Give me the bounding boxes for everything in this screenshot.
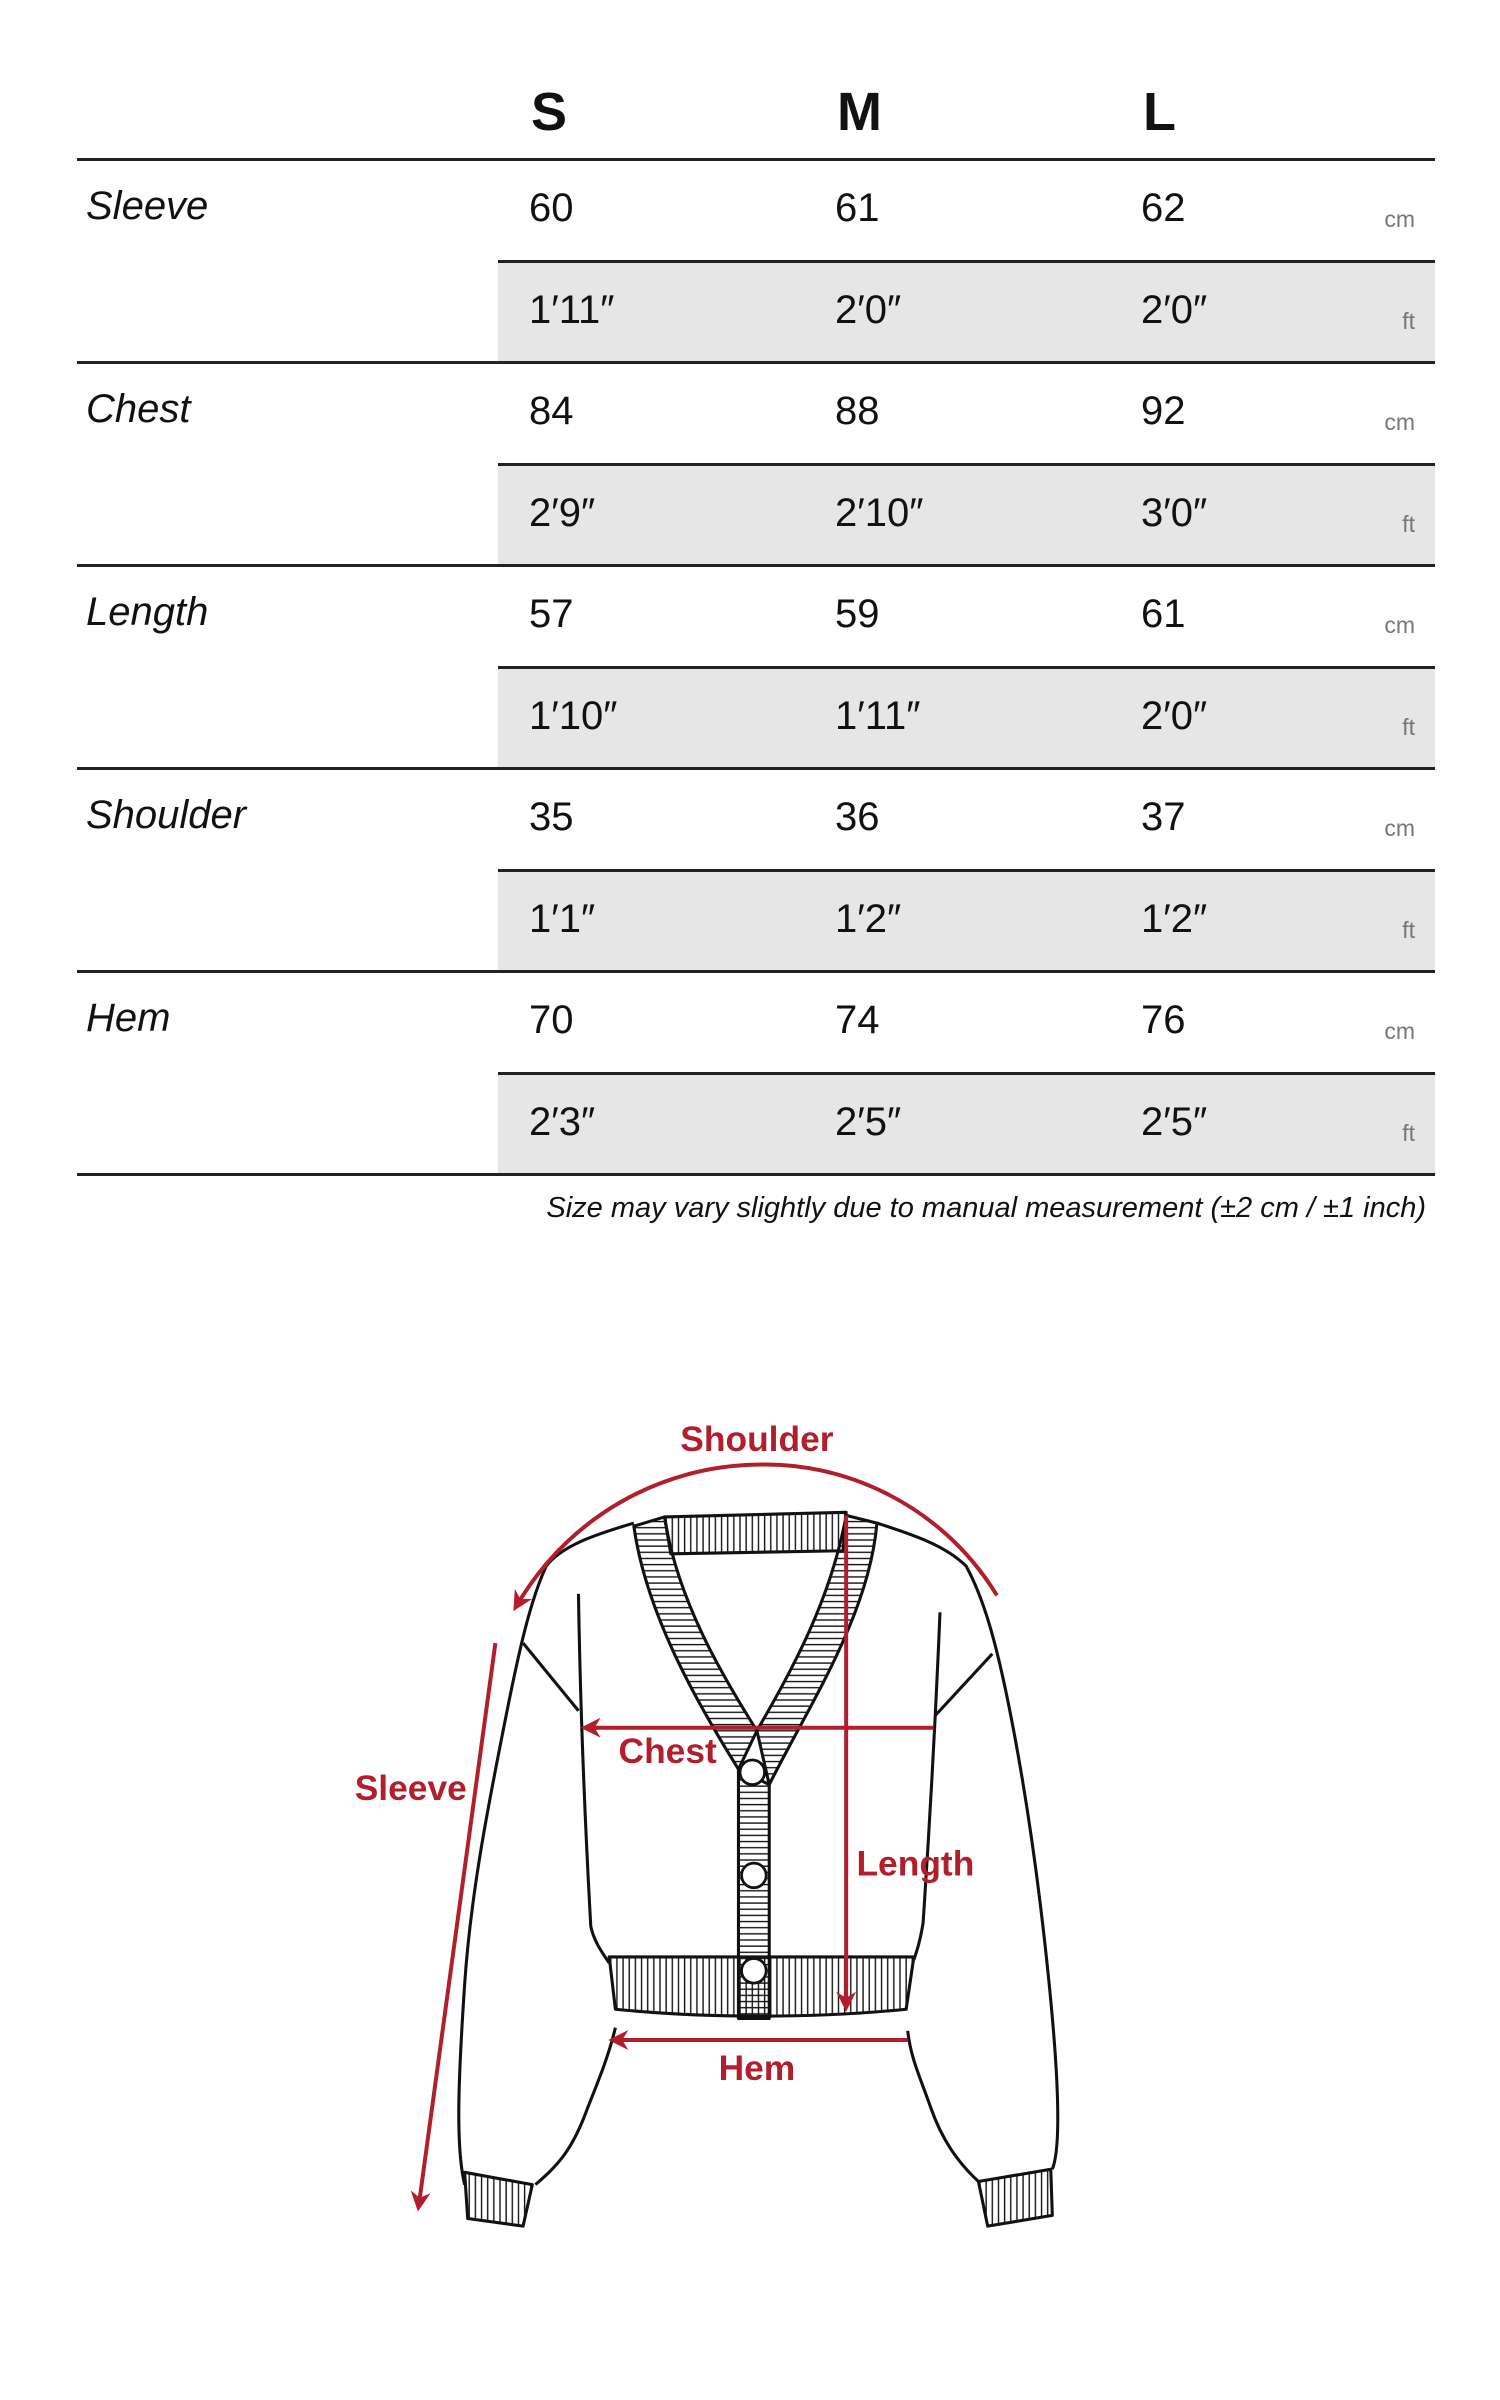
- row-divider: [77, 767, 1435, 770]
- button-icon: [738, 1758, 767, 1786]
- imperial-row-background: [498, 261, 1435, 361]
- ft-value: 2′3″: [529, 1099, 596, 1144]
- ft-value: 1′1″: [529, 896, 596, 941]
- sub-row-divider: [498, 665, 1435, 669]
- button-icon: [740, 1957, 768, 1985]
- measurement-label-shoulder: Shoulder: [86, 793, 247, 837]
- sub-row-divider: [498, 1071, 1435, 1075]
- ft-value: 2′0″: [835, 287, 902, 332]
- ft-value: 2′9″: [529, 490, 596, 535]
- row-divider: [77, 970, 1435, 973]
- row-divider: [77, 564, 1435, 567]
- cm-value: 36: [835, 795, 880, 839]
- unit-ft: ft: [1402, 1119, 1415, 1146]
- cm-value: 60: [529, 186, 574, 230]
- table-bottom-divider: [77, 1173, 1435, 1176]
- unit-cm: cm: [1384, 815, 1415, 841]
- unit-cm: cm: [1384, 612, 1415, 638]
- cm-value: 84: [529, 389, 574, 433]
- cm-value: 35: [529, 795, 574, 839]
- cm-value: 92: [1141, 389, 1186, 433]
- imperial-row-background: [498, 464, 1435, 564]
- measurement-label-sleeve: Sleeve: [86, 184, 209, 228]
- sub-row-divider: [498, 462, 1435, 466]
- shoulder-arrow: [513, 1462, 999, 1612]
- ft-value: 1′2″: [1141, 896, 1208, 941]
- cm-value: 37: [1141, 795, 1186, 839]
- buttons: [738, 1758, 768, 1985]
- chest-label: Chest: [619, 1732, 718, 1771]
- unit-cm: cm: [1384, 206, 1415, 232]
- cm-value: 57: [529, 592, 574, 636]
- measurement-label-length: Length: [86, 590, 209, 634]
- unit-cm: cm: [1384, 1018, 1415, 1044]
- cm-value: 76: [1141, 998, 1186, 1042]
- button-icon: [740, 1861, 768, 1890]
- ft-value: 1′11″: [529, 287, 615, 332]
- shoulder-label: Shoulder: [680, 1420, 834, 1459]
- ft-value: 2′0″: [1141, 693, 1208, 738]
- cm-value: 59: [835, 592, 880, 636]
- length-label: Length: [856, 1844, 974, 1883]
- cm-value: 88: [835, 389, 880, 433]
- ft-value: 1′2″: [835, 896, 902, 941]
- hem-label: Hem: [719, 2049, 796, 2088]
- ft-value: 2′5″: [1141, 1099, 1208, 1144]
- cm-value: 70: [529, 998, 574, 1042]
- cardigan-outline: [457, 1510, 1060, 2228]
- imperial-row-background: [498, 1073, 1435, 1173]
- ft-value: 2′5″: [835, 1099, 902, 1144]
- unit-ft: ft: [1402, 713, 1415, 740]
- measurement-label-hem: Hem: [86, 996, 171, 1040]
- ft-value: 2′0″: [1141, 287, 1208, 332]
- unit-ft: ft: [1402, 916, 1415, 943]
- sleeve-label: Sleeve: [355, 1769, 467, 1808]
- cm-value: 61: [1141, 592, 1186, 636]
- ft-value: 2′10″: [835, 490, 924, 535]
- sub-row-divider: [498, 868, 1435, 872]
- cm-value: 61: [835, 186, 880, 230]
- row-divider: [77, 158, 1435, 161]
- cm-value: 74: [835, 998, 880, 1042]
- size-header-s: S: [531, 82, 568, 142]
- ft-value: 1′10″: [529, 693, 618, 738]
- unit-ft: ft: [1402, 307, 1415, 334]
- measurement-arrows: [410, 1462, 999, 2212]
- measurement-label-chest: Chest: [86, 387, 191, 431]
- unit-ft: ft: [1402, 510, 1415, 537]
- size-header-m: M: [837, 82, 882, 142]
- row-divider: [77, 361, 1435, 364]
- measurement-note: Size may vary slightly due to manual mea…: [546, 1192, 1426, 1224]
- cm-value: 62: [1141, 186, 1186, 230]
- sub-row-divider: [498, 259, 1435, 263]
- imperial-row-background: [498, 870, 1435, 970]
- ft-value: 3′0″: [1141, 490, 1208, 535]
- ft-value: 1′11″: [835, 693, 921, 738]
- sleeve-arrow: [410, 1642, 498, 2212]
- size-header-l: L: [1143, 82, 1176, 142]
- imperial-row-background: [498, 667, 1435, 767]
- unit-cm: cm: [1384, 409, 1415, 435]
